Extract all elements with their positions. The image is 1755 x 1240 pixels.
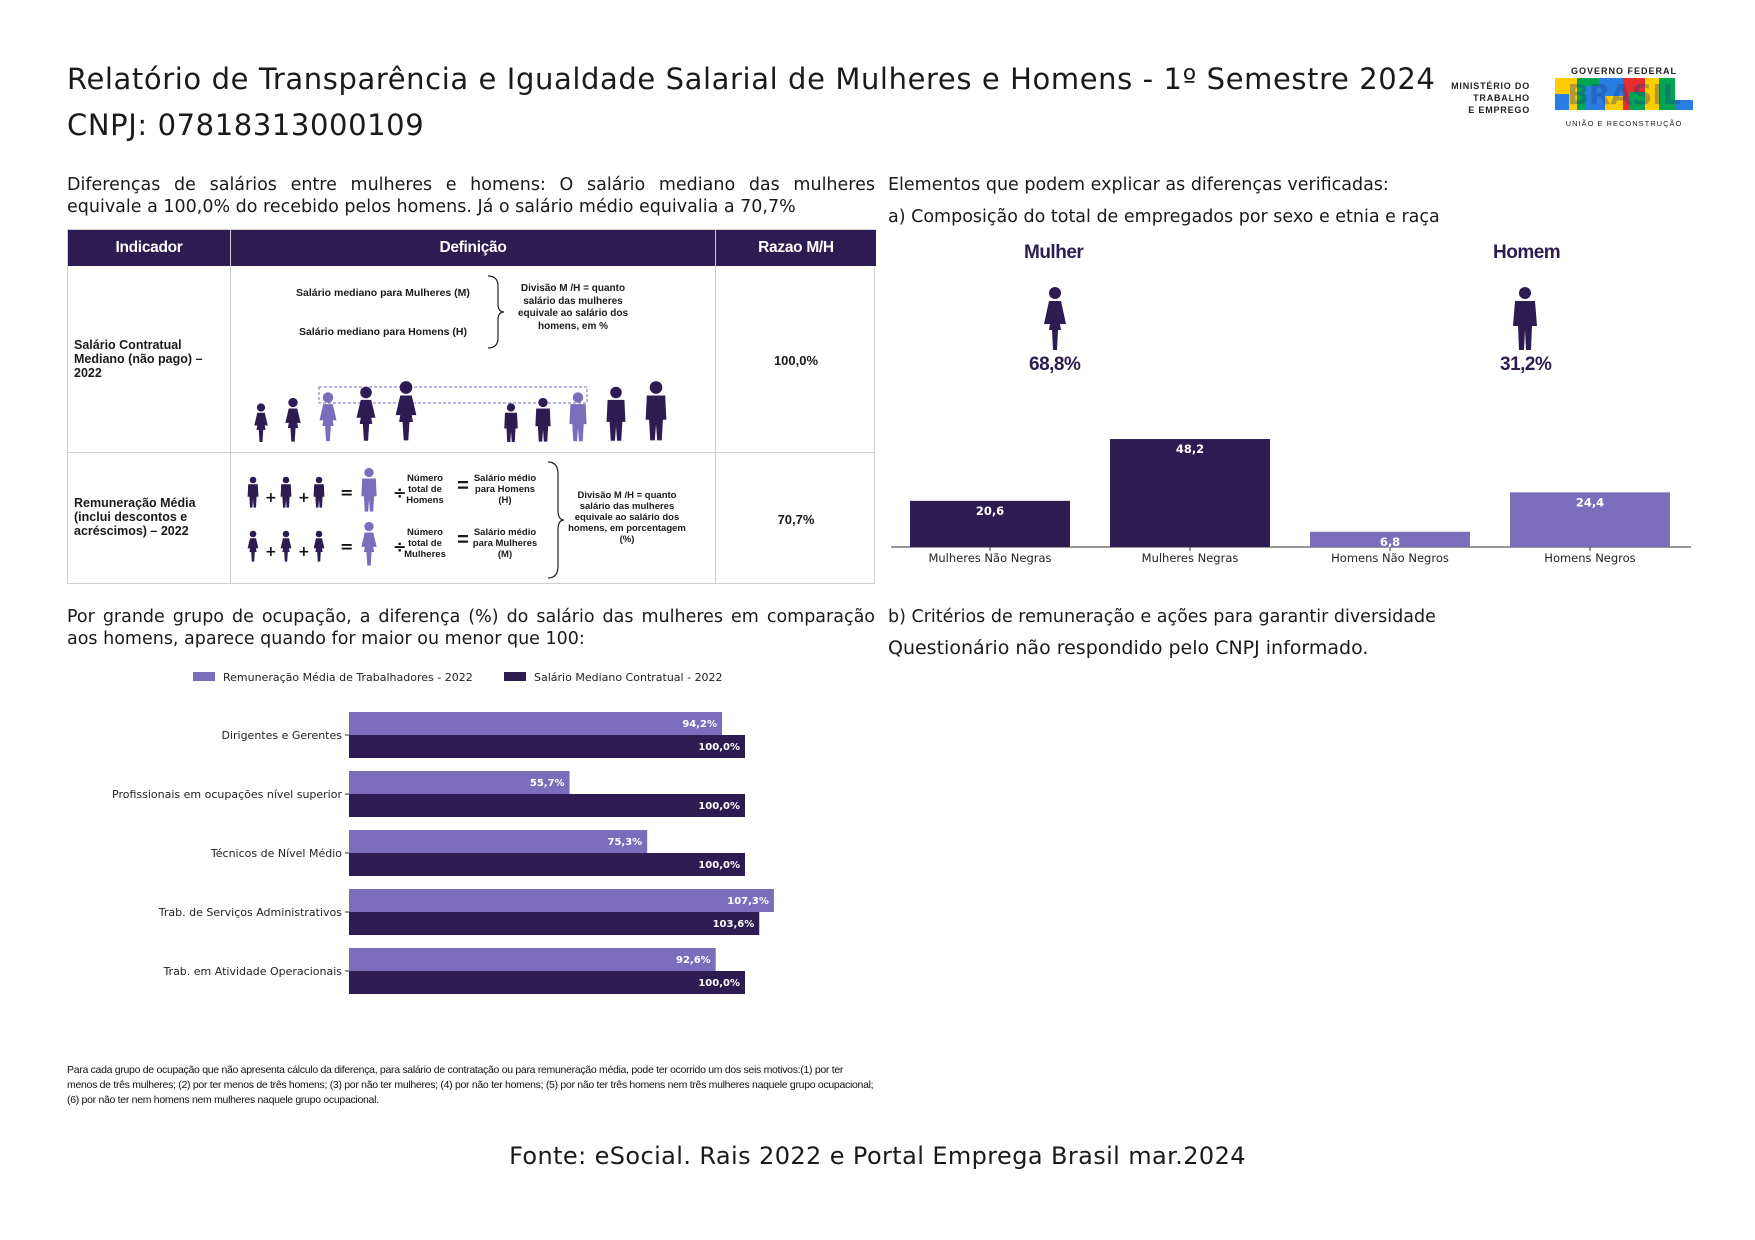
bar [349, 794, 745, 817]
source: Fonte: eSocial. Rais 2022 e Portal Empre… [509, 1142, 1246, 1170]
bar-value-label: 100,0% [698, 742, 740, 753]
bar [349, 912, 760, 935]
bar-value-label: 6,8 [1380, 535, 1400, 549]
bar-value-label: 55,7% [530, 778, 565, 789]
num-women-label: Número total de Mulheres [404, 527, 446, 560]
row1-label: Salário Contratual Mediano (não pago) – … [74, 338, 203, 380]
occupation-chart: Remuneração Média de Trabalhadores - 202… [112, 671, 774, 994]
cnpj: CNPJ: 07818313000109 [67, 108, 425, 142]
bar-value-label: 94,2% [682, 719, 717, 730]
svg-text:+: + [265, 544, 277, 560]
ministry-logo: MINISTÉRIO DO TRABALHO E EMPREGO [1451, 81, 1530, 115]
section-b-text: Questionário não respondido pelo CNPJ in… [888, 637, 1369, 659]
people-illustration-row1 [254, 381, 667, 442]
svg-text:+: + [298, 490, 310, 506]
y-tick-label: Dirigentes e Gerentes [221, 729, 342, 742]
y-tick-label: Técnicos de Nível Médio [210, 847, 342, 860]
th-definicao: Definição [231, 230, 715, 266]
bar-value-label: 100,0% [698, 801, 740, 812]
section-b-heading: b) Critérios de remuneração e ações para… [888, 607, 1436, 627]
x-tick-label: Mulheres Negras [1142, 551, 1239, 565]
svg-text:+: + [298, 544, 310, 560]
brace-row2 [547, 461, 565, 579]
bar-value-label: 20,6 [976, 504, 1004, 518]
num-men-label: Número total de Homens [406, 473, 444, 506]
row2-ratio: 70,7% [777, 512, 815, 527]
bar-value-label: 103,6% [713, 919, 755, 930]
occupation-intro-line-2: aos homens, aparece quando for maior ou … [67, 629, 585, 649]
row1-division-text: Divisão M /H = quanto salário das mulher… [517, 283, 629, 332]
bar-value-label: 100,0% [698, 860, 740, 871]
bar [349, 735, 745, 758]
brace-row1 [487, 275, 505, 349]
equals-sign: = [457, 475, 469, 497]
row1-ratio: 100,0% [773, 353, 819, 368]
row2-division-text: Divisão M /H = quanto salário das mulher… [568, 490, 686, 545]
bar [1510, 492, 1670, 547]
section-a-heading: Elementos que podem explicar as diferenç… [888, 175, 1389, 195]
indicator-table: Indicador Definição Razao M/H Salário Co… [67, 229, 876, 584]
legend-swatch [193, 672, 215, 681]
bar [1310, 531, 1470, 547]
man-icon [1513, 287, 1537, 350]
equals-sign: = [457, 529, 469, 551]
bar-value-label: 107,3% [727, 896, 769, 907]
bar-value-label: 24,4 [1576, 495, 1604, 509]
median-men-label: Salário mediano para Homens (H) [298, 326, 468, 338]
bar [349, 889, 774, 912]
bar [349, 853, 745, 876]
y-tick-label: Trab. de Serviços Administrativos [158, 906, 342, 919]
bar-value-label: 92,6% [676, 955, 711, 966]
report-title: Relatório de Transparência e Igualdade S… [67, 62, 1436, 96]
median-women-label: Salário mediano para Mulheres (M) [296, 287, 470, 299]
row2-label: Remuneração Média (inclui descontos e ac… [74, 496, 196, 538]
bar-value-label: 48,2 [1176, 442, 1204, 456]
svg-text:÷: ÷ [393, 483, 406, 502]
intro-line-1: Diferenças de salários entre mulheres e … [67, 175, 875, 195]
occupation-intro-line-1: Por grande grupo de ocupação, a diferenç… [67, 607, 875, 627]
bar-value-label: 100,0% [698, 978, 740, 989]
governo-federal-logo: GOVERNO FEDERAL BRASIL UNIÃO E RECONSTRU… [1555, 66, 1693, 132]
x-tick-label: Homens Não Negros [1331, 551, 1449, 565]
bar [349, 771, 570, 794]
y-tick-label: Profissionais em ocupações nível superio… [112, 788, 342, 801]
man-label: Homem [1493, 242, 1561, 263]
avg-men-label: Salário médio para Homens (H) [473, 473, 537, 506]
svg-text:÷: ÷ [393, 537, 406, 556]
bar [349, 948, 716, 971]
race-composition-chart: 20,6 Mulheres Não Negras 48,2 Mulheres Negr… [891, 439, 1691, 565]
y-tick-label: Trab. em Atividade Operacionais [162, 965, 342, 978]
x-tick-label: Homens Negros [1544, 551, 1635, 565]
bar [349, 712, 723, 735]
legend-label: Remuneração Média de Trabalhadores - 202… [223, 671, 473, 684]
people-formula-illustration: + + = ÷ + + = ÷ [247, 467, 406, 566]
woman-percentage: 68,8% [1029, 354, 1081, 375]
svg-text:BRASIL: BRASIL [1568, 78, 1681, 111]
svg-text:=: = [340, 537, 353, 556]
bar [349, 971, 745, 994]
woman-icon [1044, 287, 1066, 350]
th-razao: Razao M/H [716, 230, 876, 266]
avg-women-label: Salário médio para Mulheres (M) [472, 527, 538, 560]
svg-text:+: + [265, 490, 277, 506]
man-percentage: 31,2% [1500, 354, 1552, 375]
legend-label: Salário Mediano Contratual - 2022 [534, 671, 723, 684]
section-a-subheading: a) Composição do total de empregados por… [888, 207, 1440, 227]
bar [910, 500, 1070, 547]
bar [349, 830, 648, 853]
bar-value-label: 75,3% [607, 837, 642, 848]
woman-label: Mulher [1024, 242, 1084, 263]
th-indicador: Indicador [68, 230, 230, 266]
footnote: Para cada grupo de ocupação que não apre… [67, 1064, 874, 1106]
brasil-wordmark: BRASIL [1555, 78, 1693, 111]
intro-line-2: equivale a 100,0% do recebido pelos home… [67, 197, 796, 217]
x-tick-label: Mulheres Não Negras [928, 551, 1051, 565]
bar [1110, 439, 1270, 547]
legend-swatch [504, 672, 526, 681]
svg-text:=: = [340, 483, 353, 502]
